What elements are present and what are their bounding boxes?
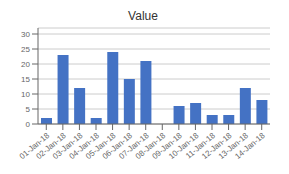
svg-text:13-Jan-18: 13-Jan-18 (216, 131, 251, 161)
svg-text:30: 30 (21, 30, 30, 39)
html-text:Value: Value (128, 9, 158, 23)
svg-text:03-Jan-18: 03-Jan-18 (51, 131, 85, 161)
svg-text:20: 20 (21, 60, 30, 69)
svg-text:01-Jan-18: 01-Jan-18 (17, 131, 52, 161)
svg-text:10-Jan-18: 10-Jan-18 (167, 131, 201, 161)
svg-text:5: 5 (26, 105, 31, 114)
svg-text:06-Jan-18: 06-Jan-18 (100, 131, 135, 161)
svg-text:02-Jan-18: 02-Jan-18 (34, 131, 68, 161)
svg-text:07-Jan-18: 07-Jan-18 (117, 131, 151, 161)
svg-text:12-Jan-18: 12-Jan-18 (200, 131, 234, 161)
svg-text:25: 25 (21, 45, 30, 54)
svg-text:09-Jan-18: 09-Jan-18 (150, 131, 184, 161)
svg-text:0: 0 (26, 120, 31, 129)
svg-text:14-Jan-18: 14-Jan-18 (233, 131, 267, 161)
svg-text:08-Jan-18: 08-Jan-18 (133, 131, 168, 161)
svg-text:11-Jan-18: 11-Jan-18 (184, 131, 217, 161)
svg-text:15: 15 (21, 75, 30, 84)
svg-text:05-Jan-18: 05-Jan-18 (84, 131, 118, 161)
svg-text:04-Jan-18: 04-Jan-18 (67, 131, 101, 161)
svg-text:10: 10 (21, 90, 30, 99)
